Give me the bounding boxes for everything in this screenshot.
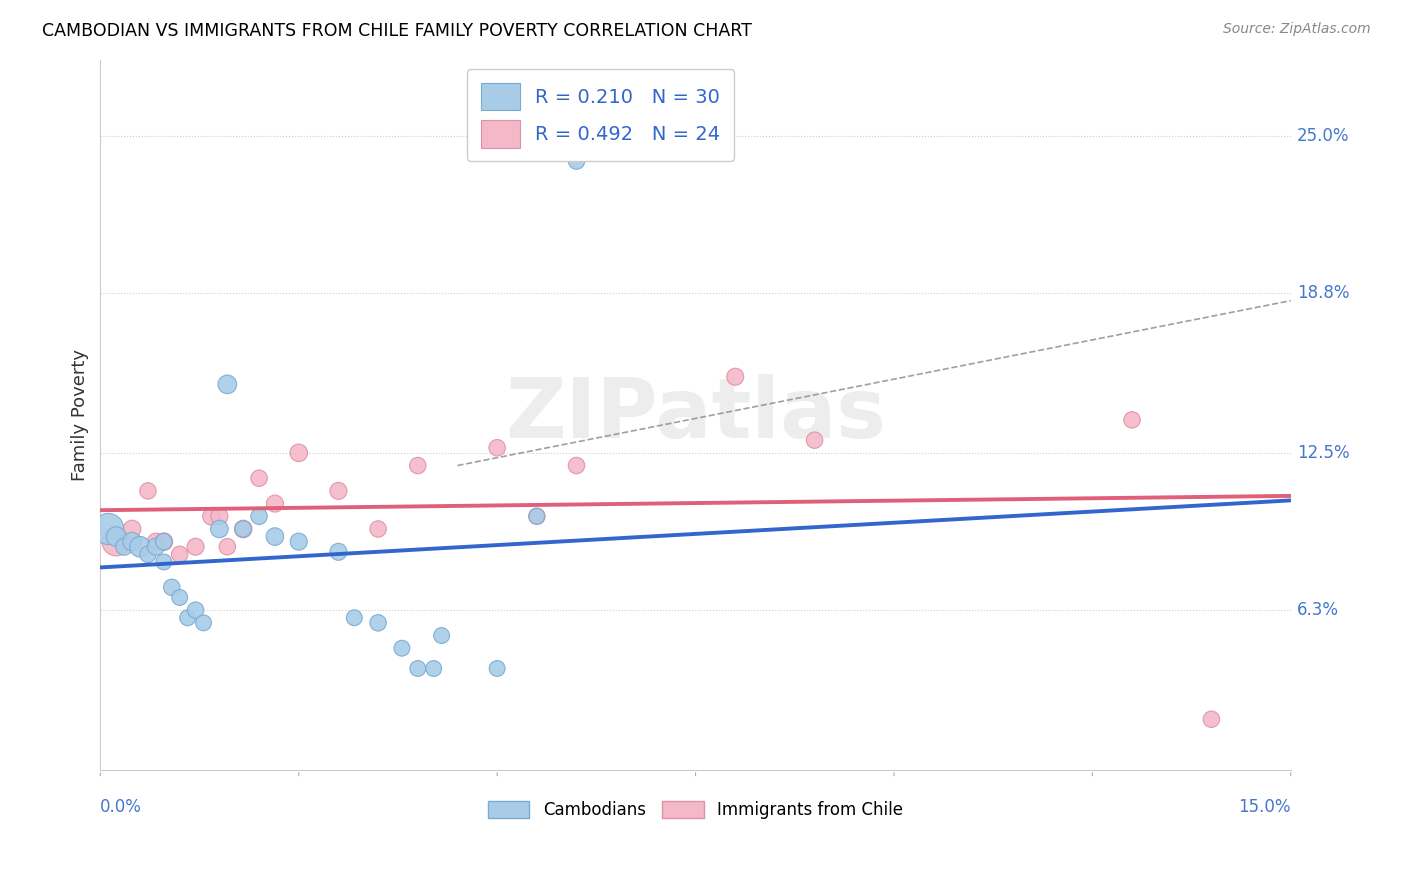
Text: ZIPatlas: ZIPatlas <box>505 375 886 455</box>
Point <box>1121 413 1143 427</box>
Point <box>208 509 231 524</box>
Point <box>526 509 548 524</box>
Point <box>217 377 239 392</box>
Point <box>430 628 453 642</box>
Text: CAMBODIAN VS IMMIGRANTS FROM CHILE FAMILY POVERTY CORRELATION CHART: CAMBODIAN VS IMMIGRANTS FROM CHILE FAMIL… <box>42 22 752 40</box>
Point <box>264 530 287 544</box>
Text: 25.0%: 25.0% <box>1296 127 1350 145</box>
Point <box>232 522 254 536</box>
Point <box>526 509 548 524</box>
Point <box>136 483 159 498</box>
Point <box>232 522 254 536</box>
Text: 18.8%: 18.8% <box>1296 284 1350 302</box>
Point <box>486 441 509 455</box>
Point <box>1201 712 1223 726</box>
Point <box>160 580 183 594</box>
Point <box>153 534 176 549</box>
Point <box>105 534 128 549</box>
Point <box>208 522 231 536</box>
Point <box>367 615 389 630</box>
Point <box>145 540 167 554</box>
Point <box>422 661 444 675</box>
Point <box>287 446 309 460</box>
Point <box>169 547 191 561</box>
Point <box>200 509 222 524</box>
Point <box>112 540 135 554</box>
Point <box>145 534 167 549</box>
Text: 12.5%: 12.5% <box>1296 444 1350 462</box>
Point <box>724 369 747 384</box>
Point <box>121 522 143 536</box>
Point <box>287 534 309 549</box>
Point <box>105 530 128 544</box>
Point <box>565 154 588 169</box>
Point <box>184 603 207 617</box>
Text: Source: ZipAtlas.com: Source: ZipAtlas.com <box>1223 22 1371 37</box>
Point <box>121 534 143 549</box>
Point <box>328 545 350 559</box>
Point <box>406 458 429 473</box>
Text: 6.3%: 6.3% <box>1296 601 1339 619</box>
Point <box>343 611 366 625</box>
Point <box>486 661 509 675</box>
Point <box>153 534 176 549</box>
Text: 15.0%: 15.0% <box>1239 798 1291 816</box>
Point <box>264 497 287 511</box>
Point <box>169 591 191 605</box>
Point <box>97 522 120 536</box>
Point <box>129 540 152 554</box>
Y-axis label: Family Poverty: Family Poverty <box>72 349 89 481</box>
Point <box>406 661 429 675</box>
Point <box>565 458 588 473</box>
Point <box>217 540 239 554</box>
Point <box>391 641 413 656</box>
Point <box>153 555 176 569</box>
Point <box>184 540 207 554</box>
Point <box>176 611 198 625</box>
Legend: Cambodians, Immigrants from Chile: Cambodians, Immigrants from Chile <box>481 794 910 826</box>
Point <box>136 547 159 561</box>
Point <box>367 522 389 536</box>
Text: 0.0%: 0.0% <box>100 798 142 816</box>
Point <box>328 483 350 498</box>
Point <box>193 615 215 630</box>
Point <box>803 433 825 447</box>
Point <box>247 509 270 524</box>
Point <box>247 471 270 485</box>
